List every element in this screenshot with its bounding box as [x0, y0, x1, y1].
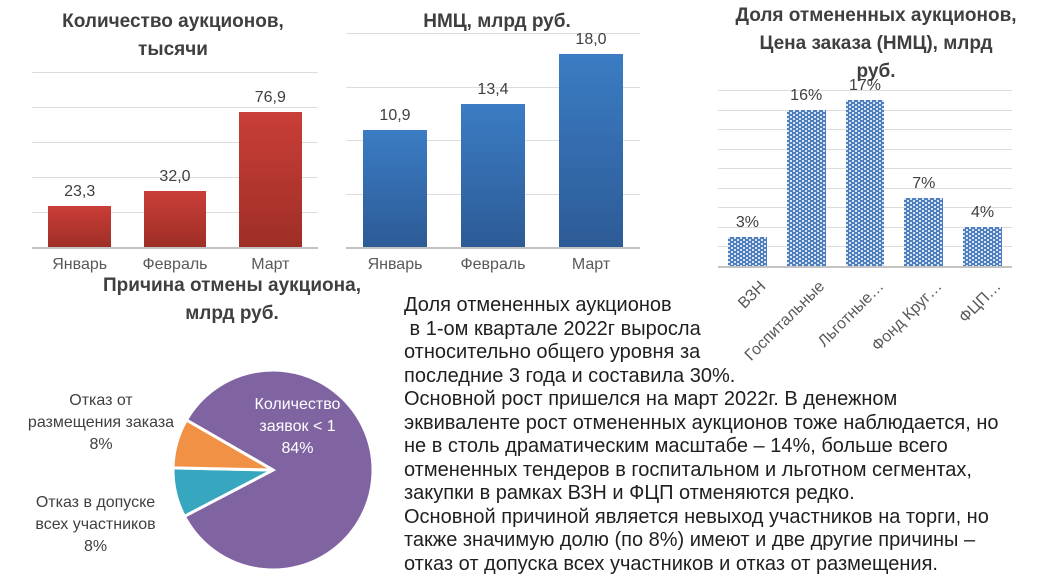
gridline: [346, 86, 640, 88]
category-label: Февраль: [460, 256, 526, 273]
value-label: 18,0: [575, 31, 607, 49]
auctions-chart-title-line2: тысячи: [138, 39, 208, 60]
value-label: 32,0: [159, 168, 191, 185]
value-label: 23,3: [64, 183, 96, 201]
cancelled-share-title-line1: Доля отмененных аукционов,: [735, 5, 1017, 26]
cancelled-share-title-line2: Цена заказа (НМЦ), млрд: [759, 33, 993, 54]
commentary-line: отмененных тендеров в госпитальном и льг…: [404, 458, 972, 481]
bar-Февраль: [461, 103, 525, 247]
pie-outside-label-lower: Отказ в допуске всех участников 8%: [28, 492, 163, 558]
commentary-line: отказ от допуска всех участников и отказ…: [404, 552, 938, 575]
commentary-line: Доля отмененных аукционов: [404, 294, 672, 316]
commentary-line: Основной рост пришелся на март 2022г. В …: [404, 388, 898, 410]
pie-slice-0-pct: 84%: [281, 440, 314, 457]
category-label: Январь: [52, 256, 108, 273]
pie-outside-label-upper: Отказ от размещения заказа 8%: [26, 390, 176, 456]
value-label: 4%: [971, 203, 995, 221]
commentary-line: Основной причиной является невыход участ…: [404, 505, 989, 528]
commentary-text: Доля отмененных аукционов в 1-ом квартал…: [404, 294, 999, 576]
bar-Фонд Круг…: [904, 197, 944, 266]
x-axis-line: [718, 266, 1012, 268]
bar-ФЦП…: [963, 226, 1002, 266]
nmc-chart-title: НМЦ, млрд руб.: [423, 11, 571, 32]
commentary-line: последние 3 года и составила 30%.: [404, 364, 736, 387]
gridline: [346, 33, 640, 34]
bar-Январь: [48, 206, 112, 247]
pie-slice-2-pct: 8%: [83, 538, 108, 555]
x-axis-line: [346, 247, 640, 249]
value-label: 10,9: [379, 107, 411, 125]
commentary-line: закупки в рамках ВЗН и ФЦП отменяются ре…: [404, 482, 855, 504]
bar-Март: [559, 54, 623, 247]
gridline: [32, 72, 318, 73]
category-label: Январь: [367, 256, 423, 273]
bar-Льготные…: [845, 99, 885, 266]
gridline: [32, 142, 318, 143]
value-label: 76,9: [254, 89, 286, 107]
bar-Март: [238, 112, 302, 247]
value-label: 13,4: [477, 80, 509, 98]
cancelled-share-title-line3: руб.: [856, 61, 896, 82]
category-label: Март: [571, 256, 611, 273]
category-label: Февраль: [142, 256, 208, 273]
commentary-line: относительно общего уровня за: [404, 341, 701, 363]
x-axis-line: [32, 247, 318, 249]
gridline: [32, 107, 318, 108]
commentary-line: в 1-ом квартале 2022г выросла: [404, 317, 701, 340]
pie-slice-1-pct: 8%: [89, 436, 113, 453]
bar-ВЗН: [727, 236, 767, 266]
pie-slice-0-label: Количество заявок < 1: [254, 396, 341, 435]
gridline: [718, 90, 1012, 91]
pie-chart-title-line2: млрд руб.: [185, 303, 279, 324]
cancel-reason-pie: [171, 368, 375, 572]
pie-slice-2-label: Отказ в допуске всех участников: [35, 494, 156, 533]
value-label: 17%: [848, 76, 882, 94]
pie-slice-1-label: Отказ от размещения заказа: [27, 392, 175, 431]
category-label: Март: [251, 256, 290, 273]
auctions-chart-title-line1: Количество аукционов,: [62, 11, 284, 32]
gridline: [32, 177, 318, 178]
pie-chart-title-line1: Причина отмены аукциона,: [103, 275, 361, 296]
value-label: 3%: [735, 213, 759, 231]
bar-Январь: [363, 130, 427, 247]
pie-inside-label: Количество заявок < 1 84%: [240, 394, 355, 460]
value-label: 7%: [912, 174, 936, 192]
bar-Госпитальные: [786, 109, 826, 266]
bar-Февраль: [143, 191, 207, 247]
commentary-line: не в столь драматическим масштабе – 14%,…: [404, 435, 948, 457]
pie-slice-1: [171, 417, 274, 472]
commentary-line: также значимую долю (по 8%) имеют и две …: [404, 529, 976, 551]
commentary-line: эквиваленте рост отмененных аукционов то…: [404, 411, 999, 434]
value-label: 16%: [790, 86, 823, 104]
pie-slice-0: [182, 368, 375, 572]
